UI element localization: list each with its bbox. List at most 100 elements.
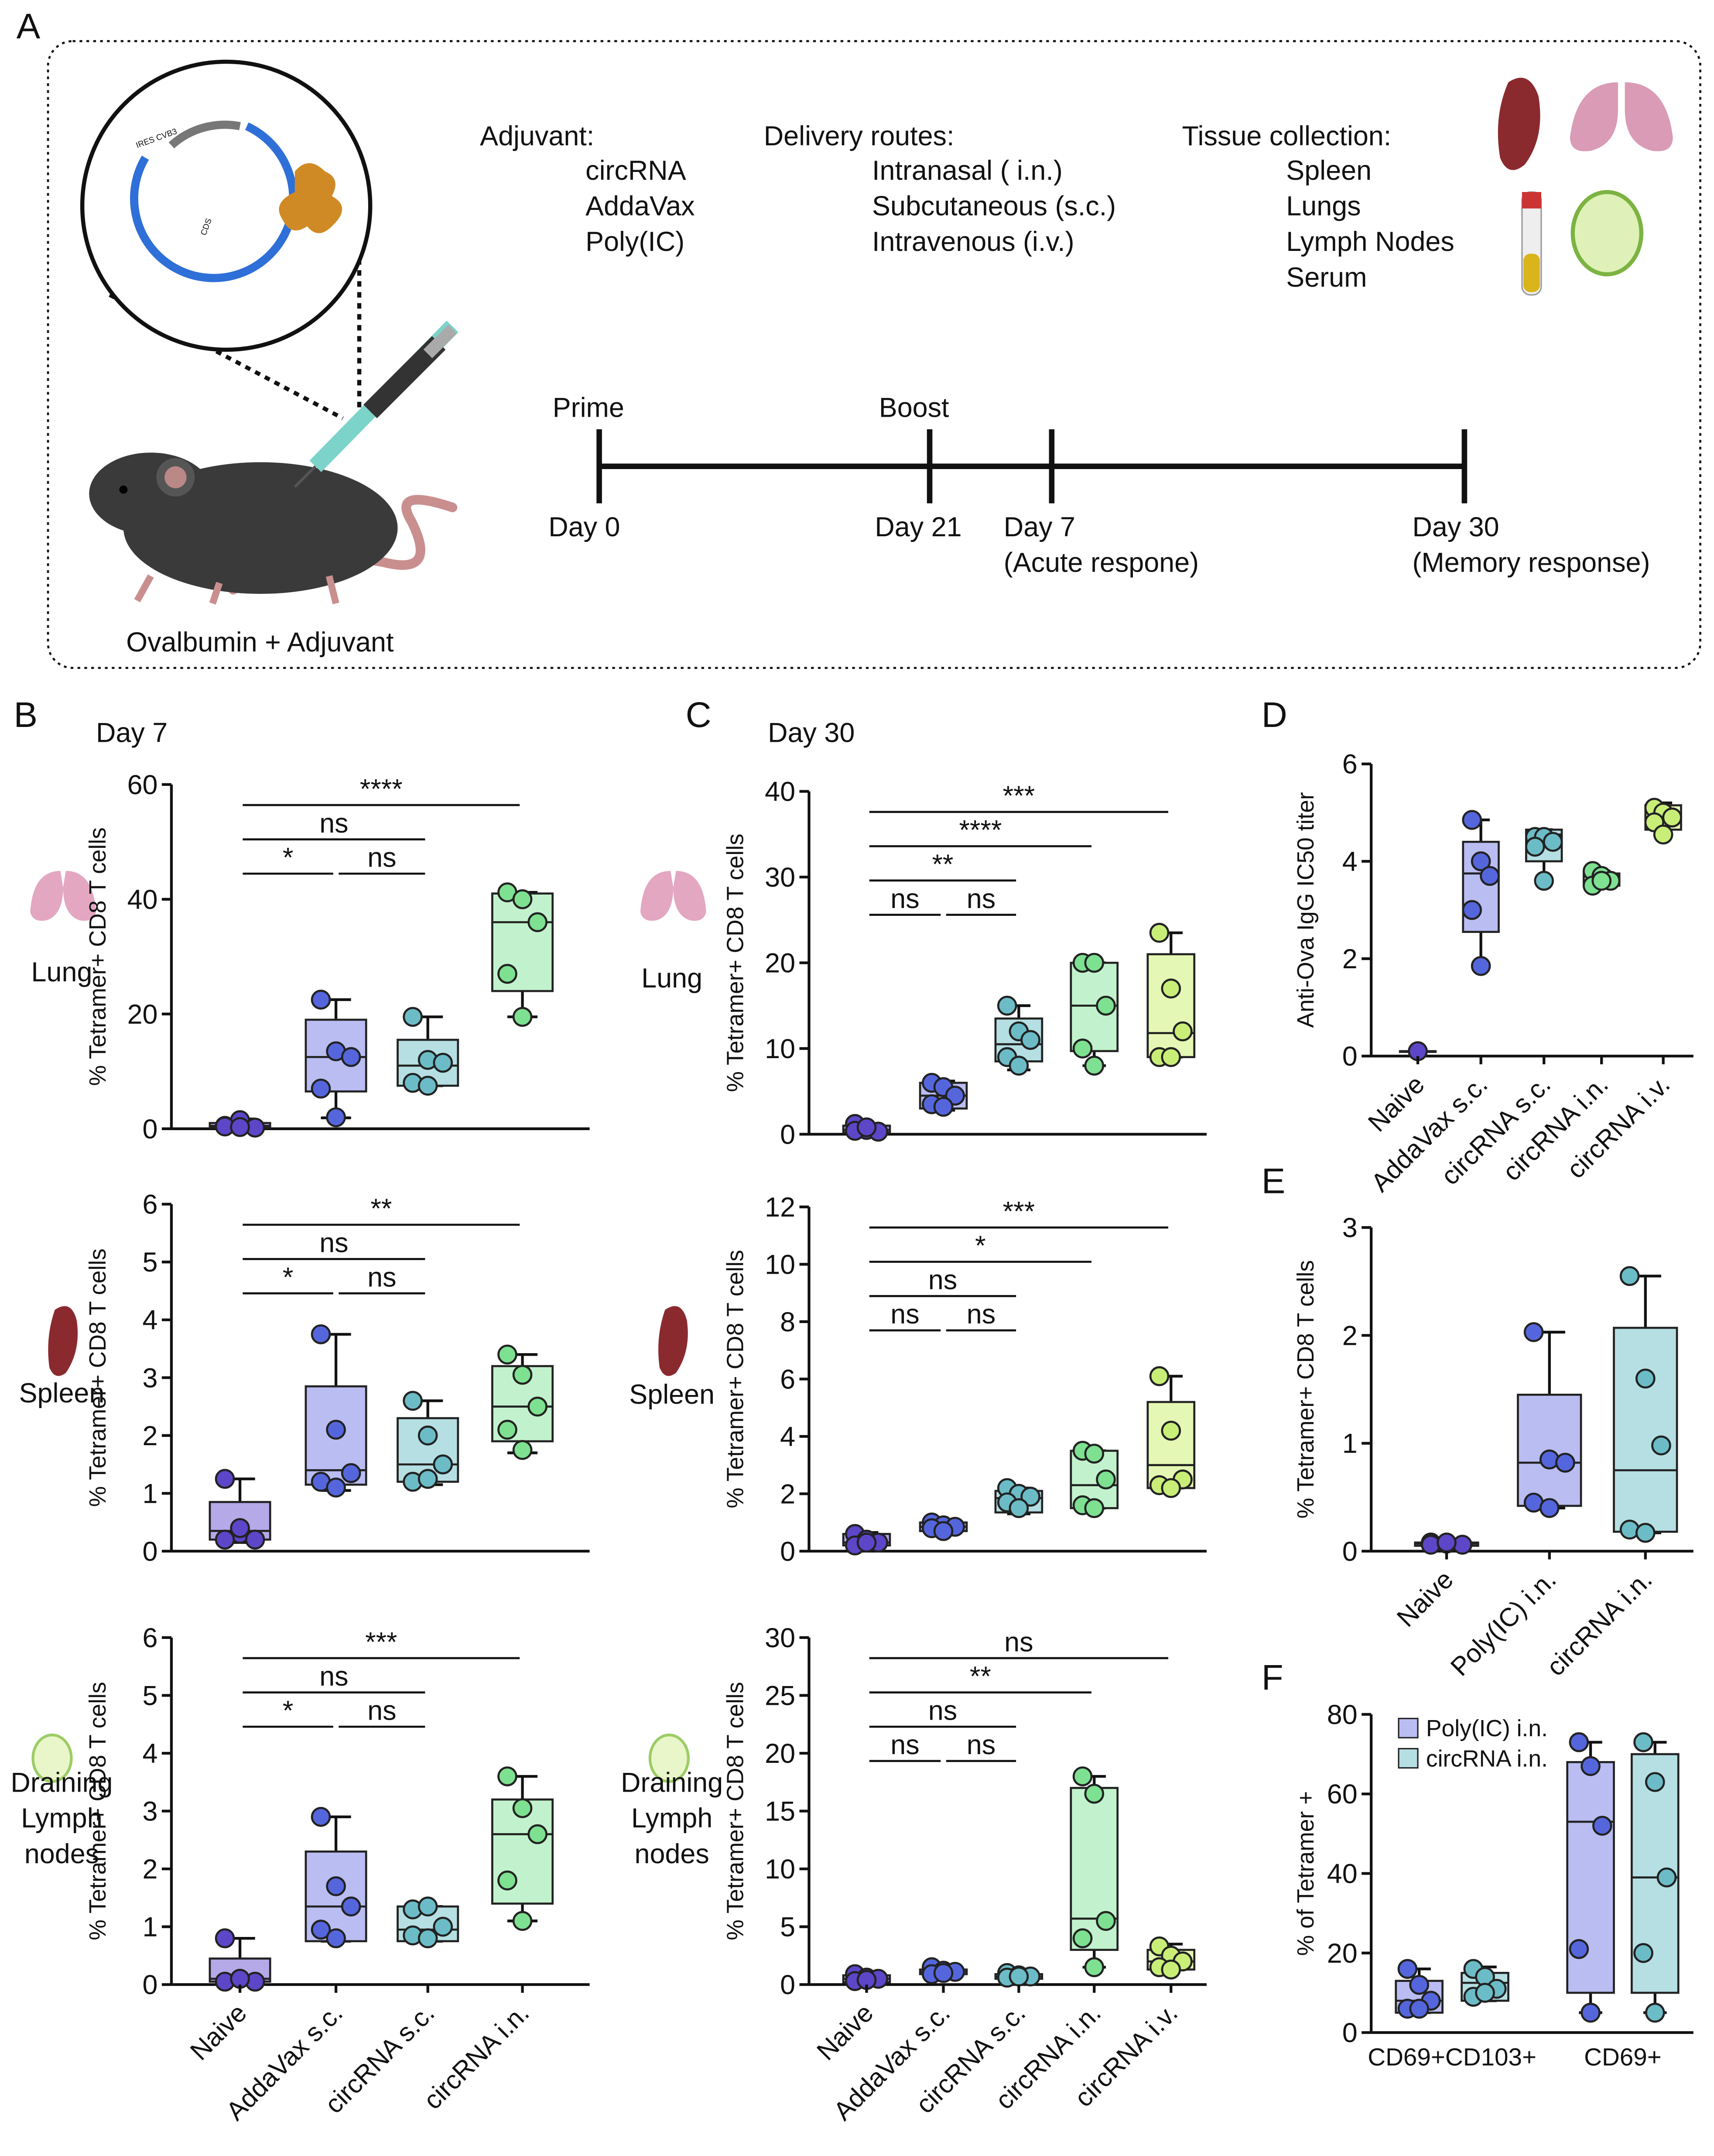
data-point (527, 1396, 547, 1417)
heading: Adjuvant: (480, 121, 594, 151)
y-axis-label: % of Tetramer + (1293, 1791, 1319, 1956)
timeline-day: Day 30 (1412, 512, 1499, 542)
significance-label: ns (890, 1299, 919, 1330)
data-point (1645, 2002, 1665, 2023)
data-point (1633, 1732, 1653, 1752)
row-label: Lung (31, 957, 92, 987)
y-tick-label: 5 (780, 1912, 795, 1943)
data-point (1555, 1453, 1575, 1473)
y-tick-label: 0 (780, 1970, 795, 2000)
row-label: Spleen (629, 1379, 715, 1410)
data-point (341, 1047, 361, 1067)
data-point (1409, 1998, 1429, 2019)
panel-label: E (1262, 1162, 1286, 1201)
data-point (527, 912, 547, 932)
y-tick-label: 15 (765, 1796, 795, 1827)
row-icons (30, 871, 706, 1783)
significance-label: ns (967, 884, 996, 914)
data-point (1569, 1732, 1589, 1752)
y-tick-label: 1 (143, 1912, 158, 1943)
data-point (512, 1798, 533, 1818)
row-label: nodes (635, 1839, 709, 1869)
data-point (512, 1364, 533, 1385)
data-point (1084, 1783, 1105, 1804)
data-point (1471, 956, 1491, 976)
heading: Tissue collection: (1182, 121, 1391, 151)
y-tick-label: 60 (1327, 1779, 1358, 1810)
significance-label: **** (360, 774, 403, 804)
data-point (1173, 1021, 1193, 1042)
significance-label: ns (367, 842, 396, 873)
data-point (1653, 824, 1673, 845)
significance-label: *** (1003, 1196, 1035, 1227)
timeline-event: Boost (879, 393, 949, 423)
data-point (1009, 1966, 1029, 1987)
significance-label: ns (367, 1695, 396, 1726)
data-point (230, 1518, 250, 1538)
data-point (1161, 1478, 1181, 1498)
data-point (512, 1007, 533, 1027)
data-point (1084, 1498, 1105, 1518)
data-point (1633, 1943, 1653, 1963)
significance-label: *** (365, 1627, 397, 1657)
data-point (417, 1896, 438, 1916)
legend-swatch (1398, 1717, 1419, 1738)
y-axis-label: % Tetramer+ CD8 T cells (85, 1248, 111, 1507)
row-label: Draining (621, 1767, 723, 1798)
row-label: Lymph (631, 1803, 712, 1834)
y-tick-label: 1 (1342, 1429, 1358, 1459)
caption: Ovalbumin + Adjuvant (126, 627, 393, 658)
data-point (933, 1963, 954, 1983)
y-tick-label: 6 (1342, 749, 1358, 780)
significance-label: ns (890, 884, 919, 914)
row-label: nodes (24, 1839, 99, 1869)
data-point (497, 1419, 517, 1440)
data-point (1084, 1957, 1105, 1978)
data-point (1072, 1928, 1093, 1948)
significance-label: ns (319, 1228, 348, 1258)
data-point (1534, 871, 1554, 891)
box (491, 892, 554, 992)
data-point (1020, 1030, 1040, 1050)
data-point (417, 1469, 438, 1489)
data-point (1569, 1939, 1589, 1959)
significance-label: ns (890, 1730, 919, 1760)
data-point (1581, 1756, 1601, 1776)
data-point (1009, 1056, 1029, 1076)
item: Lungs (1286, 191, 1361, 221)
y-tick-label: 3 (143, 1363, 158, 1393)
data-point (311, 990, 331, 1010)
data-point (512, 1911, 533, 1931)
significance-label: ns (967, 1299, 996, 1330)
x-tick-label: CD69+CD103+ (1368, 2043, 1536, 2071)
chart-title: Day 7 (96, 717, 168, 748)
data-point (512, 1440, 533, 1460)
plasmid-illustration: IRES CVB3 CDS (80, 59, 373, 420)
row-label: Lung (641, 963, 702, 994)
data-point (856, 1117, 877, 1138)
significance-label: ns (928, 1265, 957, 1296)
data-point (1096, 995, 1116, 1016)
y-tick-label: 10 (765, 1034, 795, 1064)
timeline-event: Prime (553, 393, 624, 423)
y-axis-label: % Tetramer+ CD8 T cells (723, 1682, 749, 1940)
data-point (1543, 832, 1563, 852)
y-tick-label: 2 (1342, 1320, 1358, 1351)
y-axis-label: % Tetramer+ CD8 T cells (723, 833, 749, 1092)
legend-swatch (1398, 1748, 1419, 1769)
row-label: Lymph (21, 1803, 102, 1834)
data-point (1084, 953, 1105, 973)
item: Serum (1286, 262, 1367, 293)
timeline-note: (Memory response) (1412, 548, 1650, 578)
data-point (933, 1097, 954, 1117)
data-point (326, 1928, 346, 1948)
y-axis-label: % Tetramer+ CD8 T cells (85, 1682, 111, 1940)
y-tick-label: 4 (780, 1422, 795, 1452)
timeline (596, 429, 1468, 504)
item: Intranasal ( i.n.) (872, 155, 1063, 186)
y-axis-label: % Tetramer+ CD8 T cells (723, 1250, 749, 1508)
data-point (1149, 1366, 1170, 1386)
item: circRNA (585, 155, 686, 186)
data-point (245, 1529, 265, 1550)
data-point (1096, 1469, 1116, 1490)
